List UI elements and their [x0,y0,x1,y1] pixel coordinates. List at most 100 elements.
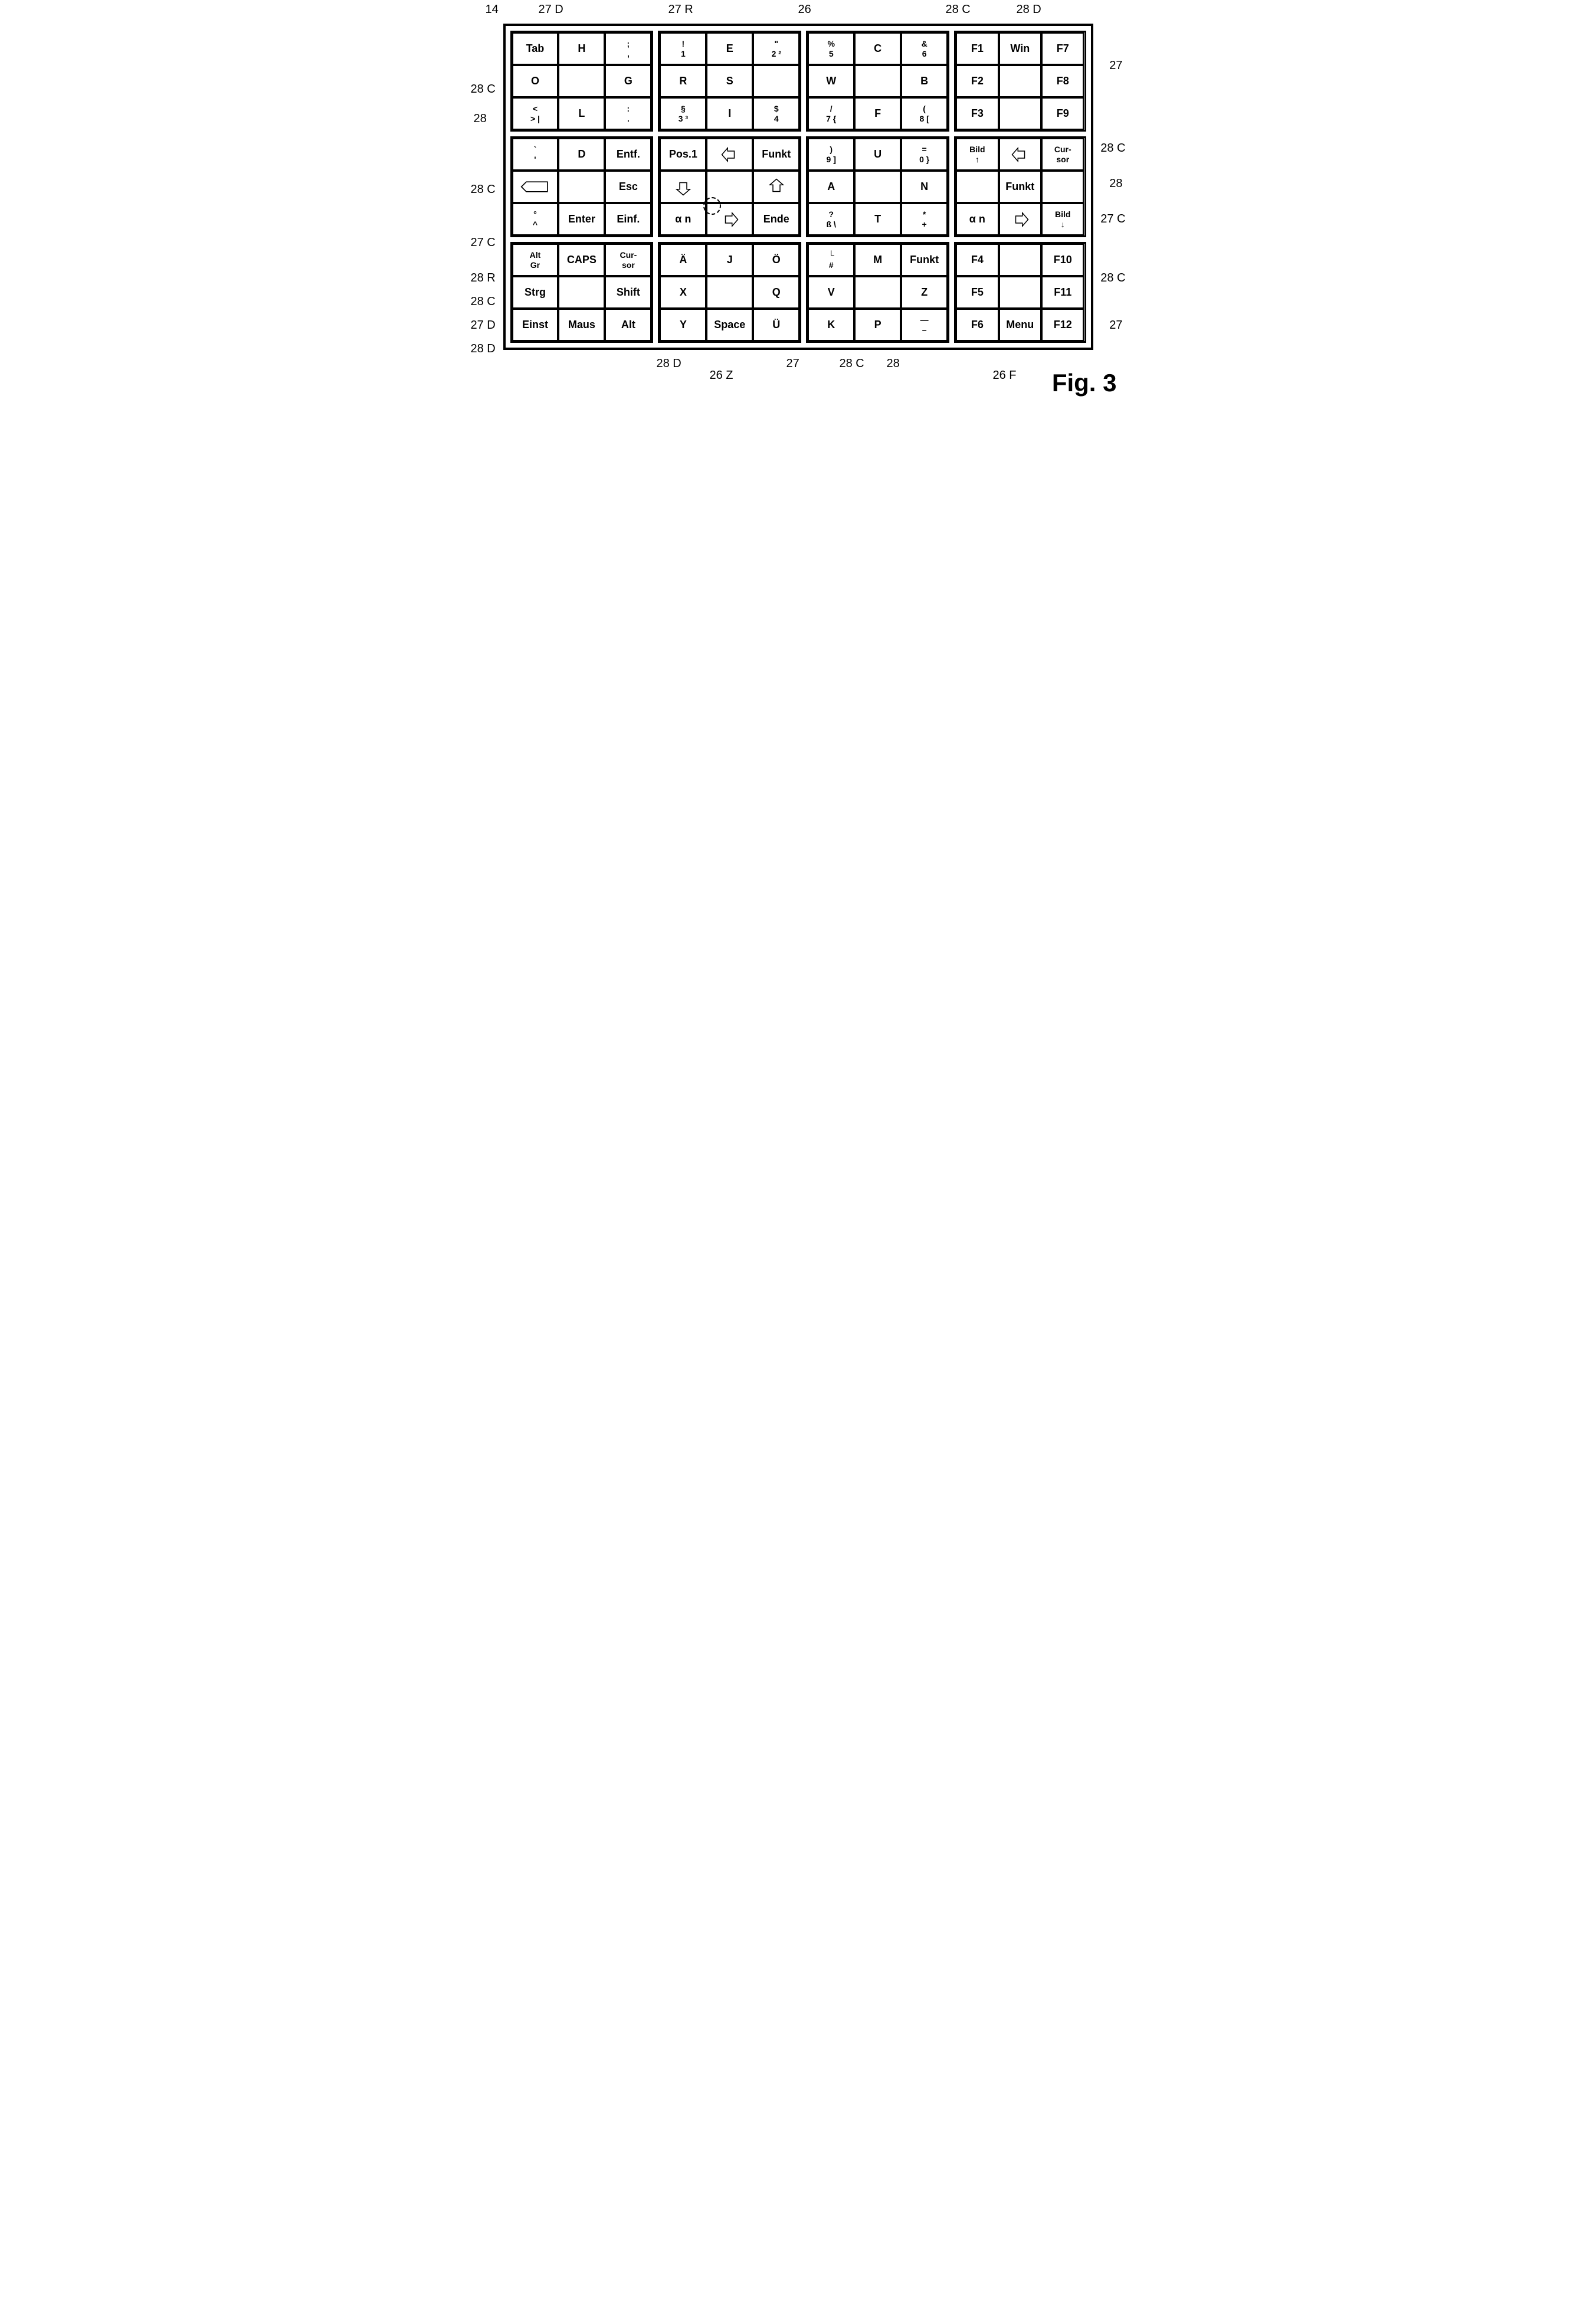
key-f3-2[interactable]: F10 [1041,244,1084,276]
key-br-5[interactable]: Z [901,276,948,309]
key-f1-5[interactable]: F8 [1041,65,1084,97]
key-tl-0[interactable]: Tab [512,32,559,65]
key-tl-1[interactable]: H [558,32,605,65]
key-tr-8[interactable]: (8 [ [901,97,948,130]
key-f2-4[interactable]: Funkt [999,171,1041,203]
key-bm-2[interactable]: Ö [753,244,799,276]
key-br-6[interactable]: K [808,309,854,341]
key-f3-3[interactable]: F5 [956,276,998,309]
key-tr-4[interactable] [854,65,901,97]
key-f2-7[interactable] [999,203,1041,235]
key-bl-5[interactable]: Shift [605,276,651,309]
key-f3-6[interactable]: F6 [956,309,998,341]
key-f1-4[interactable] [999,65,1041,97]
key-bm-8[interactable]: Ü [753,309,799,341]
key-f1-1[interactable]: Win [999,32,1041,65]
key-f2-3[interactable] [956,171,998,203]
key-mr-6[interactable]: ?ß \ [808,203,854,235]
key-tr-6[interactable]: /7 { [808,97,854,130]
key-br-3[interactable]: V [808,276,854,309]
key-tr-7[interactable]: F [854,97,901,130]
key-bl-7[interactable]: Maus [558,309,605,341]
key-tr-5[interactable]: B [901,65,948,97]
key-mr-8[interactable]: *+ [901,203,948,235]
key-tr-1[interactable]: C [854,32,901,65]
key-tl-3[interactable]: O [512,65,559,97]
key-bl-6[interactable]: Einst [512,309,559,341]
key-f2-5[interactable] [1041,171,1084,203]
key-tl-8[interactable]: :. [605,97,651,130]
key-mm-8[interactable]: Ende [753,203,799,235]
key-f2-1[interactable] [999,138,1041,171]
key-mr-0[interactable]: )9 ] [808,138,854,171]
key-tm-8[interactable]: $4 [753,97,799,130]
key-f2-6[interactable]: α n [956,203,998,235]
key-bl-3[interactable]: Strg [512,276,559,309]
key-ml-8[interactable]: Einf. [605,203,651,235]
key-mr-3[interactable]: A [808,171,854,203]
key-bm-3[interactable]: X [660,276,706,309]
key-mm-0[interactable]: Pos.1 [660,138,706,171]
key-f2-2[interactable]: Cur-sor [1041,138,1084,171]
key-tr-0[interactable]: %5 [808,32,854,65]
key-f3-8[interactable]: F12 [1041,309,1084,341]
key-bm-5[interactable]: Q [753,276,799,309]
key-bl-2[interactable]: Cur-sor [605,244,651,276]
key-ml-5[interactable]: Esc [605,171,651,203]
key-tl-7[interactable]: L [558,97,605,130]
key-ml-7[interactable]: Enter [558,203,605,235]
key-f1-7[interactable] [999,97,1041,130]
key-f3-7[interactable]: Menu [999,309,1041,341]
key-mr-2[interactable]: =0 } [901,138,948,171]
key-f3-4[interactable] [999,276,1041,309]
key-tr-3[interactable]: W [808,65,854,97]
key-bl-0[interactable]: AltGr [512,244,559,276]
key-f3-1[interactable] [999,244,1041,276]
key-br-4[interactable] [854,276,901,309]
key-tl-6[interactable]: <> | [512,97,559,130]
key-mr-4[interactable] [854,171,901,203]
key-bl-1[interactable]: CAPS [558,244,605,276]
key-br-8[interactable]: —– [901,309,948,341]
key-tm-3[interactable]: R [660,65,706,97]
key-tm-0[interactable]: !1 [660,32,706,65]
key-ml-4[interactable] [558,171,605,203]
key-f1-6[interactable]: F3 [956,97,998,130]
key-ml-6[interactable]: °^ [512,203,559,235]
key-f1-8[interactable]: F9 [1041,97,1084,130]
key-f3-5[interactable]: F11 [1041,276,1084,309]
key-ml-1[interactable]: D [558,138,605,171]
key-tm-7[interactable]: I [706,97,753,130]
key-tm-1[interactable]: E [706,32,753,65]
key-bm-4[interactable] [706,276,753,309]
key-ml-0[interactable]: `' [512,138,559,171]
key-bm-0[interactable]: Ä [660,244,706,276]
key-bm-1[interactable]: J [706,244,753,276]
key-br-0[interactable]: └# [808,244,854,276]
key-bm-7[interactable]: Space [706,309,753,341]
key-tr-2[interactable]: &6 [901,32,948,65]
key-f1-3[interactable]: F2 [956,65,998,97]
key-tm-6[interactable]: §3 ³ [660,97,706,130]
key-br-1[interactable]: M [854,244,901,276]
key-br-2[interactable]: Funkt [901,244,948,276]
key-f1-0[interactable]: F1 [956,32,998,65]
key-tm-4[interactable]: S [706,65,753,97]
key-mm-5[interactable] [753,171,799,203]
key-mr-5[interactable]: N [901,171,948,203]
key-tl-2[interactable]: ;, [605,32,651,65]
key-tl-4[interactable] [558,65,605,97]
key-mm-2[interactable]: Funkt [753,138,799,171]
key-tm-5[interactable] [753,65,799,97]
key-bl-4[interactable] [558,276,605,309]
key-ml-3[interactable] [512,171,559,203]
key-f3-0[interactable]: F4 [956,244,998,276]
key-bl-8[interactable]: Alt [605,309,651,341]
key-br-7[interactable]: P [854,309,901,341]
key-ml-2[interactable]: Entf. [605,138,651,171]
key-f2-8[interactable]: Bild↓ [1041,203,1084,235]
key-mm-6[interactable]: α n [660,203,706,235]
key-bm-6[interactable]: Y [660,309,706,341]
key-mr-1[interactable]: U [854,138,901,171]
key-f1-2[interactable]: F7 [1041,32,1084,65]
